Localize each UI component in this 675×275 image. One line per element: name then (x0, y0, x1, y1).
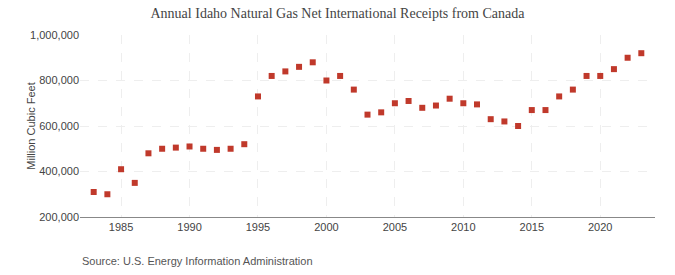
svg-text:Million Cubic Feet: Million Cubic Feet (25, 82, 37, 169)
svg-text:2005: 2005 (383, 221, 407, 233)
svg-text:1995: 1995 (246, 221, 270, 233)
svg-text:1990: 1990 (177, 221, 201, 233)
svg-text:2000: 2000 (314, 221, 338, 233)
svg-text:200,000: 200,000 (39, 211, 79, 223)
svg-text:Annual Idaho Natural Gas Net I: Annual Idaho Natural Gas Net Internation… (151, 6, 526, 21)
svg-text:2015: 2015 (520, 221, 544, 233)
svg-text:2010: 2010 (451, 221, 475, 233)
svg-text:400,000: 400,000 (39, 165, 79, 177)
svg-text:600,000: 600,000 (39, 120, 79, 132)
svg-text:1985: 1985 (109, 221, 133, 233)
svg-text:2020: 2020 (588, 221, 612, 233)
svg-text:Source: U.S. Energy Informatio: Source: U.S. Energy Information Administ… (82, 255, 313, 267)
svg-text:800,000: 800,000 (39, 74, 79, 86)
svg-text:1,000,000: 1,000,000 (30, 29, 79, 41)
